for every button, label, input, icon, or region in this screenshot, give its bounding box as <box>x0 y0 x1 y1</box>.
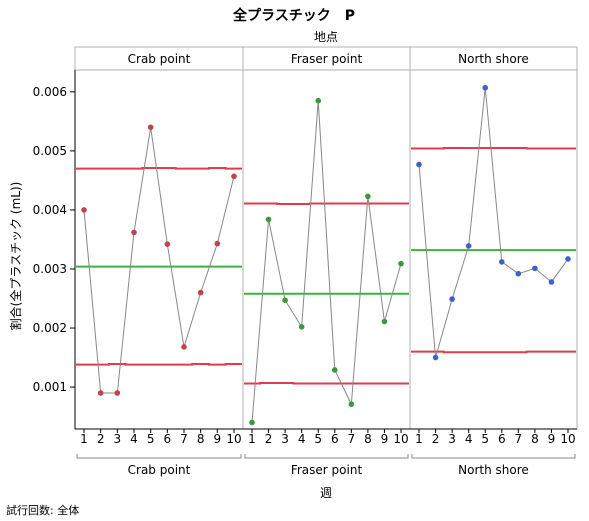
data-point <box>197 289 204 296</box>
x-tick-label: 4 <box>130 432 138 446</box>
x-tick-label: 10 <box>560 432 575 446</box>
data-point <box>231 173 237 180</box>
data-point <box>515 270 522 277</box>
footer-note: 試行回数: 全体 <box>6 504 80 517</box>
data-point <box>449 296 455 302</box>
ucl-line <box>76 167 242 170</box>
x-tick-label: 5 <box>147 432 155 446</box>
y-tick-label: 0.002 <box>33 321 67 335</box>
data-point <box>381 318 388 325</box>
y-axis: 0.001 0.002 0.003 0.004 0.005 0.006 <box>33 70 76 429</box>
y-tick-label: 0.001 <box>33 380 67 394</box>
data-point <box>97 390 104 396</box>
data-point <box>348 401 355 408</box>
group-category-label: Crab point <box>128 463 191 477</box>
x-tick-label: 1 <box>248 432 256 446</box>
group-category-label: Fraser point <box>291 463 363 477</box>
x-tick-label: 6 <box>331 432 339 446</box>
data-point <box>164 241 171 247</box>
group-category-label: North shore <box>458 463 529 477</box>
x-tick-label: 7 <box>515 432 523 446</box>
data-point <box>532 265 538 272</box>
data-point <box>365 193 371 200</box>
x-tick-label: 3 <box>281 432 289 446</box>
group-bracket <box>244 454 409 459</box>
y-tick-label: 0.004 <box>33 203 67 217</box>
x-axis-label: 週 <box>320 486 332 500</box>
data-point <box>498 259 505 265</box>
x-tick-label: 7 <box>180 432 188 446</box>
data-connector <box>418 87 569 358</box>
data-point <box>432 354 439 361</box>
x-tick-label: 9 <box>381 432 389 446</box>
group-bracket <box>76 454 242 459</box>
x-tick-label: 3 <box>114 432 122 446</box>
x-tick-label: 2 <box>432 432 440 446</box>
data-point <box>548 279 555 285</box>
panel-1: Fraser point 1 2 3 4 5 6 7 8 9 10 Fraser point <box>242 46 411 477</box>
x-tick-label: 5 <box>481 432 489 446</box>
data-point <box>249 419 255 426</box>
x-tick-label: 1 <box>415 432 423 446</box>
data-connector <box>251 100 402 423</box>
panel-header-label: Fraser point <box>291 52 363 66</box>
panel-frame <box>242 69 411 430</box>
panel-2: North shore 1 2 3 4 5 6 7 8 9 10 North shore <box>409 46 578 477</box>
data-point <box>565 256 571 262</box>
data-point <box>181 344 187 350</box>
data-point <box>298 324 305 330</box>
chart-title: 全プラスチック P <box>232 7 355 24</box>
x-tick-label: 3 <box>448 432 456 446</box>
data-point <box>331 367 338 373</box>
x-tick-label: 6 <box>164 432 172 446</box>
x-tick-label: 5 <box>314 432 322 446</box>
panel-header-label: Crab point <box>128 52 191 66</box>
panel-0: Crab point 1 2 3 4 5 6 7 8 9 10 Crab point <box>74 46 244 477</box>
ucl-line <box>244 202 409 206</box>
x-tick-label: 10 <box>226 432 241 446</box>
group-bracket <box>411 454 576 459</box>
data-point <box>482 84 489 91</box>
data-point <box>81 207 87 213</box>
data-point <box>416 161 422 168</box>
data-point <box>131 229 137 236</box>
data-point <box>315 97 322 104</box>
x-tick-label: 9 <box>548 432 556 446</box>
data-connector <box>83 127 235 394</box>
data-point <box>114 390 121 396</box>
data-point <box>398 260 404 267</box>
x-tick-label: 1 <box>80 432 88 446</box>
panel-frame <box>74 69 244 430</box>
x-tick-label: 8 <box>531 432 539 446</box>
x-tick-label: 9 <box>214 432 222 446</box>
x-tick-label: 4 <box>298 432 306 446</box>
x-tick-label: 2 <box>265 432 273 446</box>
x-tick-label: 10 <box>393 432 408 446</box>
x-tick-label: 4 <box>465 432 473 446</box>
lcl-line <box>76 363 242 366</box>
y-tick-label: 0.003 <box>33 262 67 276</box>
group-label: 地点 <box>314 30 338 44</box>
y-tick-label: 0.005 <box>33 144 67 158</box>
data-point <box>282 297 288 304</box>
x-tick-label: 8 <box>364 432 372 446</box>
lcl-line <box>244 381 409 385</box>
y-axis-label: 割合(全プラスチック (mL)) <box>8 182 23 331</box>
x-tick-label: 6 <box>498 432 506 446</box>
data-point <box>465 243 472 249</box>
data-point <box>214 240 221 247</box>
y-tick-label: 0.006 <box>33 85 67 99</box>
data-point <box>265 216 272 223</box>
data-point <box>147 124 154 131</box>
x-tick-label: 7 <box>348 432 356 446</box>
panel-header-label: North shore <box>458 52 529 66</box>
x-tick-label: 2 <box>97 432 105 446</box>
lcl-line <box>411 350 576 354</box>
ucl-line <box>411 146 576 150</box>
x-tick-label: 8 <box>197 432 205 446</box>
